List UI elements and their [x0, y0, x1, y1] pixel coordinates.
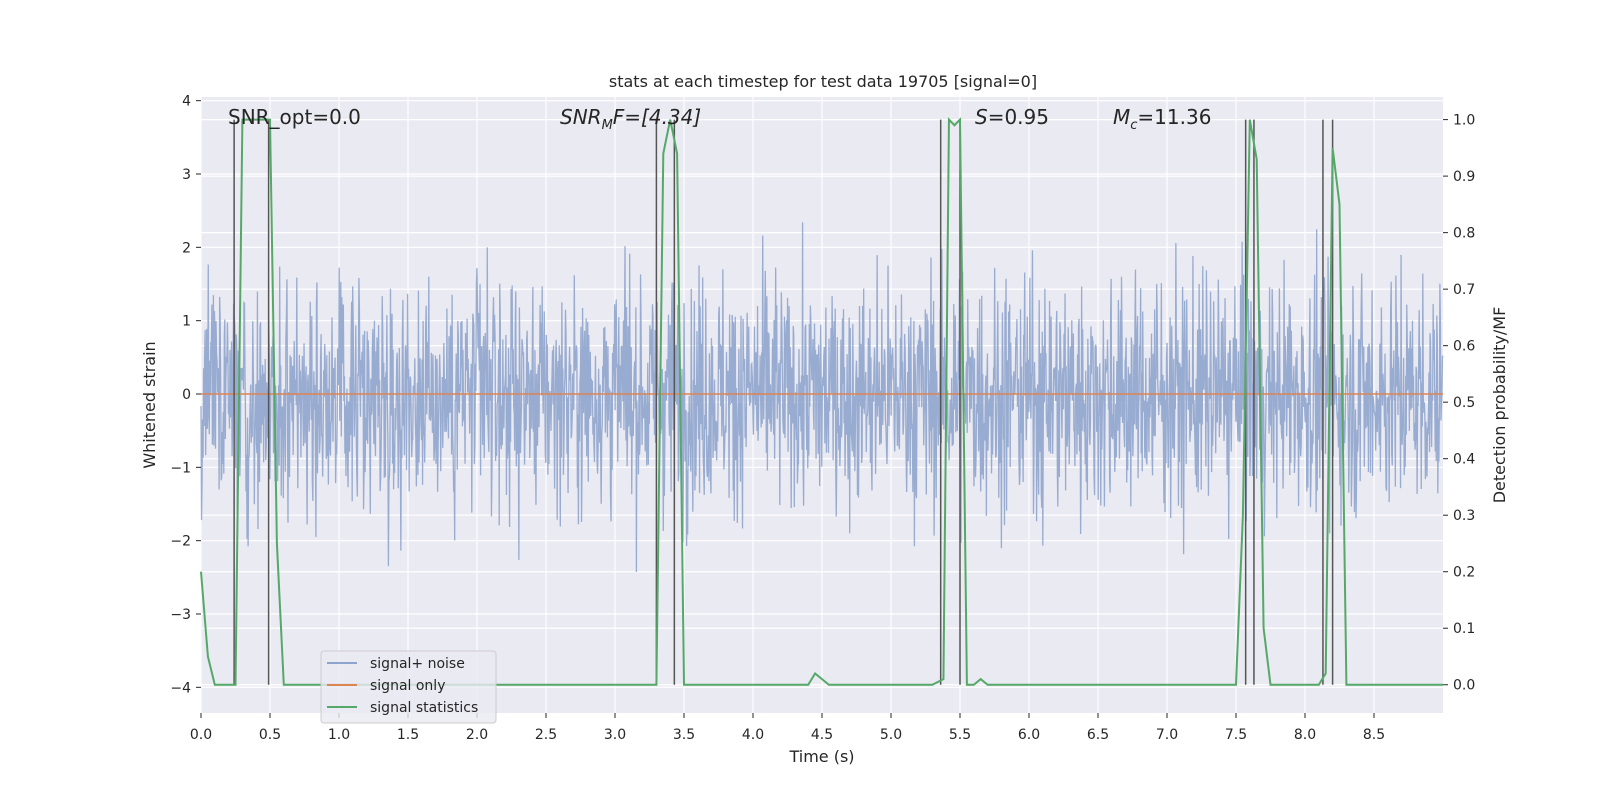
- annotation-mc-sub: c: [1130, 118, 1137, 133]
- y-left-tick-label: −2: [170, 534, 191, 550]
- y-left-tick-label: −1: [170, 460, 191, 476]
- annotation-snr-mf-tail: F=[4.34]: [613, 105, 701, 129]
- y-left-tick-label: −4: [170, 680, 191, 696]
- legend-box: [320, 650, 497, 724]
- y-left-tick-label: 3: [182, 167, 191, 183]
- y-right-tick-label: 0.9: [1453, 169, 1475, 185]
- y-left-tick-label: 2: [182, 240, 191, 256]
- y-axis-right-label: Detection probability/MF: [1490, 307, 1509, 504]
- x-axis-ticks: 0.0 0.5 1.0 1.5 2.0 2.5 3.0 3.5 4.0 4.5 5.0 5.5 6.0 6…: [190, 713, 1385, 743]
- x-tick-label: 1.5: [397, 727, 419, 743]
- y-axis-right-ticks: 0.0 0.1 0.2 0.3 0.4 0.5 0.6 0.7 0.8 0.9 1.0: [1443, 113, 1475, 694]
- y-right-tick-label: 0.5: [1453, 395, 1475, 411]
- legend: signal+ noise signal only signal statist…: [320, 650, 497, 724]
- x-axis-label: Time (s): [788, 747, 854, 766]
- y-right-tick-label: 0.3: [1453, 508, 1475, 524]
- y-right-tick-label: 0.2: [1453, 565, 1475, 581]
- x-tick-label: 7.0: [1156, 727, 1178, 743]
- x-tick-label: 2.5: [535, 727, 557, 743]
- x-tick-label: 4.5: [811, 727, 833, 743]
- y-left-tick-label: 1: [182, 314, 191, 330]
- y-right-tick-label: 1.0: [1453, 113, 1475, 129]
- y-right-tick-label: 0.4: [1453, 452, 1475, 468]
- x-tick-label: 3.5: [673, 727, 695, 743]
- x-tick-label: 1.0: [328, 727, 350, 743]
- legend-label-signal-statistics: signal statistics: [370, 700, 478, 716]
- y-right-tick-label: 0.0: [1453, 678, 1475, 694]
- x-tick-label: 0.5: [259, 727, 281, 743]
- x-tick-label: 8.5: [1363, 727, 1385, 743]
- signal-noise-line: [200, 222, 1444, 572]
- x-tick-label: 2.0: [466, 727, 488, 743]
- x-tick-label: 0.0: [190, 727, 212, 743]
- x-tick-label: 5.5: [949, 727, 971, 743]
- y-axis-left-ticks: −4 −3 −2 −1 0 1 2 3 4: [170, 94, 201, 696]
- y-right-tick-label: 0.1: [1453, 621, 1475, 637]
- x-tick-label: 4.0: [742, 727, 764, 743]
- annotation-snr-opt: SNR_opt=0.0: [228, 105, 361, 129]
- x-tick-label: 8.0: [1294, 727, 1316, 743]
- x-tick-label: 6.0: [1018, 727, 1040, 743]
- legend-label-signal-noise: signal+ noise: [370, 656, 465, 672]
- series-signal-statistics: [200, 117, 1443, 686]
- y-axis-left-label: Whitened strain: [140, 341, 159, 468]
- x-tick-label: 6.5: [1087, 727, 1109, 743]
- x-tick-label: 3.0: [604, 727, 626, 743]
- annotation-mc-main: M: [1113, 105, 1130, 129]
- chart-title: stats at each timestep for test data 197…: [609, 72, 1037, 91]
- legend-label-signal-only: signal only: [370, 678, 445, 694]
- annotation-snr-mf-sub: M: [602, 118, 613, 133]
- series-signal-noise: [200, 222, 1444, 572]
- x-tick-label: 5.0: [880, 727, 902, 743]
- annotation-s-tail: =0.95: [988, 105, 1049, 129]
- y-left-tick-label: 0: [182, 387, 191, 403]
- y-left-tick-label: 4: [182, 94, 191, 110]
- y-right-tick-label: 0.8: [1453, 226, 1475, 242]
- signal-statistics-line: [200, 117, 1443, 686]
- y-right-tick-label: 0.6: [1453, 339, 1475, 355]
- annotation-s-main: S: [975, 105, 988, 129]
- x-tick-label: 7.5: [1225, 727, 1247, 743]
- annotation-snr-mf: SNRMF=[4.34]: [560, 105, 701, 133]
- annotation-s: S=0.95: [975, 105, 1049, 129]
- annotation-mc-tail: =11.36: [1137, 105, 1211, 129]
- annotation-mc: Mc=11.36: [1113, 105, 1211, 133]
- annotation-snr-mf-main: SNR: [560, 105, 602, 129]
- y-left-tick-label: −3: [170, 607, 191, 623]
- y-right-tick-label: 0.7: [1453, 282, 1475, 298]
